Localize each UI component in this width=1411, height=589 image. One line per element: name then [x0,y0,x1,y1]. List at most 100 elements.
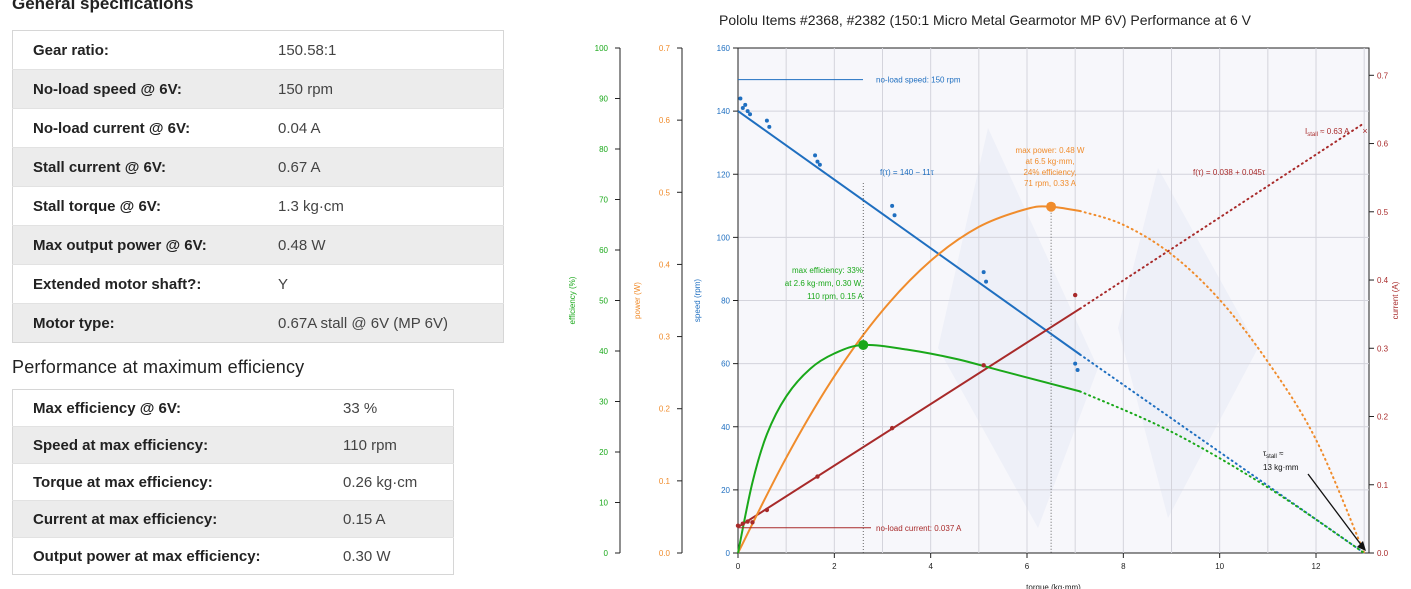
max-power-label: max power: 0.48 W [1016,146,1085,155]
general-spec-row: No-load current @ 6V: 0.04 A [12,108,504,148]
efficiency-series-line [737,343,1081,554]
speed-data-point [764,118,769,123]
stall-torque-label: τstall ≈ [1263,449,1284,460]
speed-data-point [738,96,743,101]
current-tick-label: 0.6 [1377,140,1389,149]
speed-data-point [748,112,753,117]
general-spec-row: Extended motor shaft?: Y [12,264,504,304]
power-max-marker [1046,201,1057,212]
chart-title: Pololu Items #2368, #2382 (150:1 Micro M… [719,12,1252,28]
speed-data-point [1075,367,1080,372]
performance-spec-value: 110 rpm [323,426,454,464]
power-series-line [737,205,1081,554]
general-spec-row: Motor type: 0.67A stall @ 6V (MP 6V) [12,303,504,343]
power-tick-label: 0.5 [659,188,671,197]
general-spec-label: Stall torque @ 6V: [12,186,258,226]
power-tick-label: 0.1 [659,477,671,486]
speed-tick-label: 140 [717,107,731,116]
speed-fit-label: f(τ) = 140 − 11τ [880,168,935,177]
speed-tick-label: 160 [717,44,731,53]
power-tick-label: 0.6 [659,116,671,125]
performance-spec-value: 0.30 W [323,537,454,575]
current-axis-label: current (A) [1391,281,1400,319]
general-spec-value: 1.3 kg·cm [258,186,504,226]
speed-tick-label: 80 [721,297,730,306]
current-data-point [735,523,741,528]
speed-tick-label: 60 [721,360,730,369]
current-data-point [1072,292,1078,298]
stall-torque-arrow [1307,473,1363,547]
general-specs-table: Gear ratio: 150.58:1 No-load speed @ 6V: 15… [12,30,504,343]
speed-data-point [981,270,986,275]
current-series-line [737,307,1081,528]
x-tick-label: 8 [1121,562,1126,571]
general-spec-label: Gear ratio: [33,41,109,59]
efficiency-tick-label: 50 [599,297,608,306]
max-power-label: at 6.5 kg·mm, [1026,157,1075,166]
efficiency-max-marker [858,339,869,350]
x-tick-label: 6 [1025,562,1030,571]
efficiency-tick-label: 70 [599,196,608,205]
general-spec-value: 150.58:1 [278,41,337,59]
speed-tick-label: 100 [717,233,731,242]
efficiency-tick-label: 80 [599,145,608,154]
current-tick-label: 0.4 [1377,276,1389,285]
performance-spec-label: Current at max efficiency: [12,500,323,538]
efficiency-tick-label: 30 [599,398,608,407]
general-spec-label: Extended motor shaft?: [12,264,258,304]
general-spec-value: 0.04 A [258,108,504,148]
x-tick-label: 4 [928,562,933,571]
current-tick-label: 0.1 [1377,481,1389,490]
general-spec-row: Max output power @ 6V: 0.48 W [12,225,504,265]
current-data-point [740,521,746,526]
performance-spec-label: Speed at max efficiency: [12,426,323,464]
stall-torque-arrowhead [1357,541,1366,551]
general-spec-value: 150 rpm [258,69,504,109]
current-fit-label: f(τ) = 0.038 + 0.045τ [1193,168,1266,177]
current-data-point [764,507,770,513]
x-tick-label: 2 [832,562,837,571]
speed-data-point [1073,361,1078,366]
general-spec-value: Y [258,264,504,304]
x-tick-label: 10 [1215,562,1224,571]
speed-data-point [767,124,772,129]
stall-current-marker: × [1362,126,1367,136]
speed-data-point [815,159,820,164]
performance-spec-row: Speed at max efficiency: 110 rpm [12,426,454,464]
performance-spec-row: Current at max efficiency: 0.15 A [12,500,454,538]
current-data-point [981,363,986,368]
current-tick-label: 0.5 [1377,208,1389,217]
general-spec-value: 0.67A stall @ 6V (MP 6V) [258,303,504,343]
watermark-shape [1118,168,1258,518]
efficiency-axis-label: efficiency (%) [568,276,577,324]
current-tick-label: 0.7 [1377,71,1389,80]
power-tick-label: 0.0 [659,549,671,558]
general-spec-label: No-load current @ 6V: [12,108,258,148]
max-power-label: 24% efficiency, [1023,168,1076,177]
efficiency-tick-label: 40 [599,347,608,356]
current-tick-label: 0.2 [1377,413,1389,422]
speed-data-point [743,102,748,107]
speed-data-point [740,105,745,110]
max-efficiency-label: 110 rpm, 0.15 A [807,292,864,301]
performance-spec-value: 0.15 A [323,500,454,538]
efficiency-tick-label: 100 [595,44,609,53]
chart-svg: Pololu Items #2368, #2382 (150:1 Micro M… [568,12,1400,589]
speed-tick-label: 120 [717,170,731,179]
stall-torque-value: 13 kg·mm [1263,463,1299,472]
general-spec-row: Stall current @ 6V: 0.67 A [12,147,504,187]
speed-data-point [890,203,895,208]
efficiency-tick-label: 60 [599,246,608,255]
general-spec-label: Stall current @ 6V: [12,147,258,187]
general-spec-label: Motor type: [12,303,258,343]
power-tick-label: 0.3 [659,333,671,342]
current-series-extrapolated [1079,122,1366,310]
current-tick-label: 0.0 [1377,549,1389,558]
performance-spec-label: Torque at max efficiency: [12,463,323,501]
current-data-point [750,520,755,525]
efficiency-tick-label: 10 [599,499,608,508]
current-data-point [815,474,820,479]
speed-data-point [745,109,750,114]
speed-data-point [817,162,822,167]
general-spec-row: Gear ratio: 150.58:1 [13,31,504,70]
